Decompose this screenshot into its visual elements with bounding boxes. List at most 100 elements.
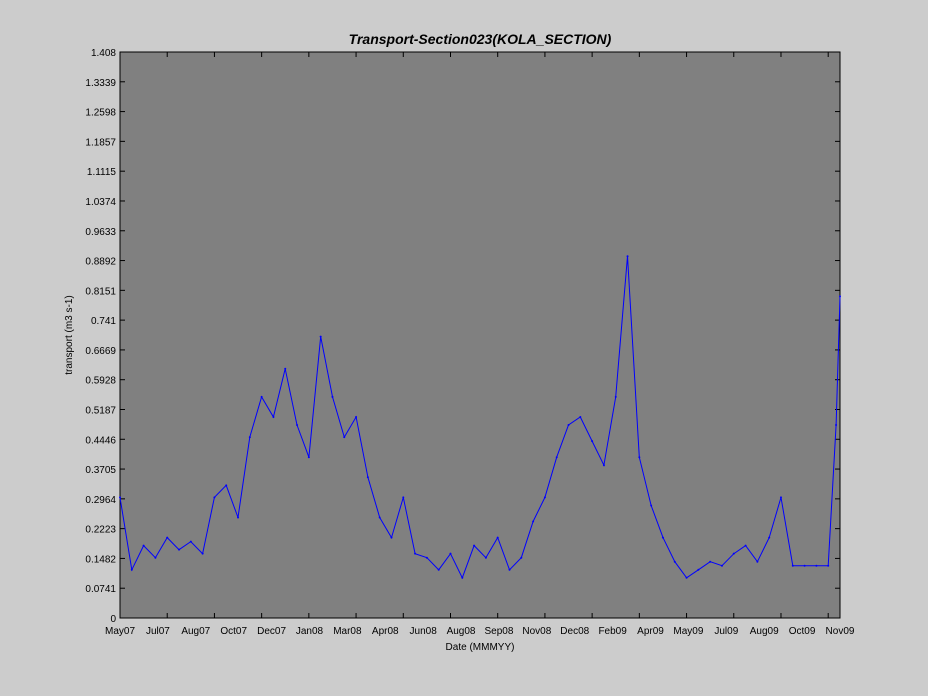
data-point <box>484 556 487 559</box>
y-tick-label: 0.2223 <box>85 525 116 536</box>
y-tick-label: 0.3705 <box>85 465 116 476</box>
data-point <box>579 416 582 419</box>
x-tick-label: Sep08 <box>484 626 513 637</box>
data-point <box>178 548 181 551</box>
data-point <box>685 576 688 579</box>
data-point <box>390 536 393 539</box>
data-point <box>827 564 830 567</box>
data-point <box>602 464 605 467</box>
data-point <box>591 440 594 443</box>
data-point <box>732 552 735 555</box>
data-point <box>803 564 806 567</box>
x-tick-label: Apr08 <box>372 626 399 637</box>
data-point <box>720 564 723 567</box>
data-point <box>555 456 558 459</box>
x-axis: May07 Jul07 Aug07 Oct07 Dec07 Jan08 Mar08 Apr08… <box>105 52 855 637</box>
y-tick-label: 1.408 <box>91 48 116 59</box>
x-tick-label: Feb09 <box>598 626 627 637</box>
y-tick-label: 0 <box>110 614 116 625</box>
x-tick-label: Aug07 <box>181 626 210 637</box>
data-point <box>626 255 629 258</box>
data-point <box>119 496 121 499</box>
data-point <box>650 504 653 507</box>
x-tick-label: Apr09 <box>637 626 664 637</box>
y-tick-label: 0.8892 <box>85 257 116 268</box>
data-point <box>402 496 405 499</box>
x-tick-label: Nov09 <box>826 626 855 637</box>
data-point <box>673 560 676 563</box>
chart-title: Transport-Section023(KOLA_SECTION) <box>349 31 612 47</box>
data-point <box>520 556 523 559</box>
data-point <box>508 568 511 571</box>
y-tick-label: 0.5187 <box>85 405 116 416</box>
data-point <box>779 496 782 499</box>
x-tick-label: May09 <box>673 626 703 637</box>
data-point <box>449 552 452 555</box>
x-tick-label: Nov08 <box>522 626 551 637</box>
data-point <box>543 496 546 499</box>
x-tick-label: Aug08 <box>447 626 476 637</box>
x-tick-label: Mar08 <box>333 626 362 637</box>
data-point <box>260 395 263 398</box>
data-point <box>697 568 700 571</box>
y-tick-label: 0.9633 <box>85 227 116 238</box>
data-points <box>119 255 841 579</box>
data-point <box>378 516 381 519</box>
y-axis-label: transport (m3 s-1) <box>64 295 75 374</box>
data-point <box>331 395 334 398</box>
y-tick-label: 0.4446 <box>85 435 116 446</box>
y-tick-label: 1.1115 <box>87 167 117 178</box>
data-point <box>248 436 251 439</box>
data-point <box>461 576 464 579</box>
data-point <box>366 476 369 479</box>
data-point <box>756 560 759 563</box>
x-tick-label: Jul07 <box>146 626 170 637</box>
data-point <box>142 544 145 547</box>
x-tick-label: Dec08 <box>560 626 589 637</box>
y-tick-label: 0.6669 <box>85 346 116 357</box>
y-tick-label: 0.1482 <box>85 554 116 565</box>
y-tick-label: 0.5928 <box>85 376 116 387</box>
x-tick-label: May07 <box>105 626 135 637</box>
data-point <box>225 484 228 487</box>
data-point <box>237 516 240 519</box>
data-point <box>791 564 794 567</box>
x-tick-label: Jul09 <box>714 626 738 637</box>
data-point <box>709 560 712 563</box>
data-point <box>284 367 287 370</box>
data-point <box>166 536 169 539</box>
data-point <box>201 552 204 555</box>
y-tick-label: 0.8151 <box>85 286 116 297</box>
y-tick-label: 1.1857 <box>85 137 116 148</box>
data-point <box>272 416 275 419</box>
data-point <box>189 540 192 543</box>
data-point <box>638 456 641 459</box>
data-point <box>835 424 838 427</box>
data-point <box>768 536 771 539</box>
data-point <box>815 564 818 567</box>
data-point <box>473 544 476 547</box>
data-point <box>839 295 841 298</box>
data-point <box>437 568 440 571</box>
y-tick-label: 1.0374 <box>85 197 116 208</box>
plot-area <box>119 51 841 619</box>
data-point <box>319 335 322 338</box>
y-tick-label: 0.0741 <box>85 584 116 595</box>
x-axis-label: Date (MMMYY) <box>446 642 515 653</box>
data-point <box>661 536 664 539</box>
data-point <box>296 424 299 427</box>
data-point <box>532 520 535 523</box>
data-point <box>343 436 346 439</box>
x-tick-label: Oct07 <box>220 626 247 637</box>
data-point <box>213 496 216 499</box>
data-point <box>425 556 428 559</box>
data-point <box>414 552 417 555</box>
x-tick-label: Dec07 <box>257 626 286 637</box>
y-tick-label: 0.741 <box>91 316 116 327</box>
y-tick-label: 1.2598 <box>85 108 116 119</box>
x-tick-label: Oct09 <box>789 626 816 637</box>
data-point <box>744 544 747 547</box>
x-tick-label: Jan08 <box>296 626 324 637</box>
data-point <box>154 556 157 559</box>
